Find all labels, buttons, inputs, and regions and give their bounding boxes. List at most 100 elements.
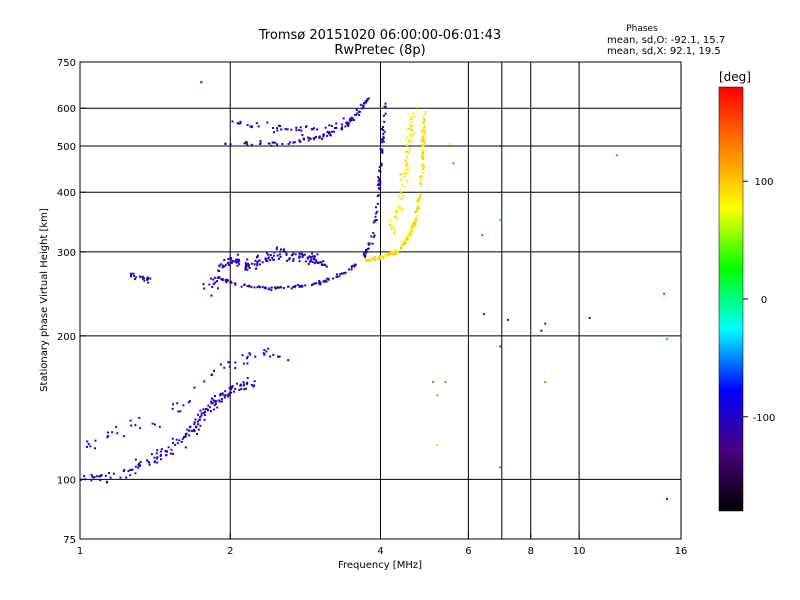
data-point (340, 123, 343, 126)
data-point (379, 148, 382, 150)
data-point (184, 435, 187, 438)
data-point (287, 143, 290, 145)
data-point (243, 383, 246, 386)
data-point (452, 162, 455, 165)
data-point (188, 429, 191, 432)
data-point (407, 166, 409, 169)
data-point (421, 168, 424, 171)
data-point (267, 288, 270, 291)
data-point (165, 450, 168, 453)
data-point (330, 125, 333, 127)
data-point (402, 243, 405, 246)
data-point (423, 138, 426, 141)
x-tick-label: 10 (573, 546, 586, 557)
data-point (282, 248, 285, 251)
data-point (400, 247, 403, 250)
data-point (130, 275, 132, 278)
data-point (367, 242, 370, 245)
data-point (211, 286, 214, 288)
data-point (259, 286, 261, 289)
data-point (171, 407, 174, 410)
data-point (187, 401, 190, 404)
data-point (359, 103, 362, 106)
data-point (246, 362, 249, 365)
data-point (156, 456, 159, 459)
data-point (424, 131, 427, 134)
data-point (396, 217, 399, 220)
data-point (231, 120, 234, 123)
data-point (298, 285, 301, 287)
data-point (417, 208, 420, 211)
data-point (290, 287, 293, 290)
data-point (215, 402, 217, 405)
data-point (410, 235, 413, 237)
data-point (268, 287, 271, 290)
data-point (242, 384, 245, 387)
y-axis-ticks: 75 100 200 300 400 500 600 750 (57, 58, 86, 546)
data-point (244, 268, 247, 271)
data-point (386, 255, 389, 258)
data-point (412, 112, 415, 115)
data-point (306, 256, 309, 259)
data-point (370, 258, 373, 261)
data-point (483, 313, 486, 316)
data-point (335, 122, 338, 125)
data-point (393, 230, 396, 233)
data-point (275, 287, 278, 290)
data-point (261, 285, 264, 288)
data-point (284, 251, 287, 254)
data-point (400, 197, 403, 200)
data-point (414, 220, 417, 223)
data-point (371, 257, 374, 260)
x-tick-label: 1 (77, 546, 83, 557)
data-point (499, 345, 502, 348)
data-point (224, 263, 227, 266)
data-point (122, 435, 125, 438)
data-point (313, 258, 316, 261)
data-point (365, 251, 368, 254)
data-point (398, 195, 401, 198)
data-point (233, 260, 236, 263)
data-point (194, 418, 197, 421)
data-point (279, 285, 282, 288)
data-point (330, 130, 333, 133)
data-point (378, 184, 381, 187)
data-point (221, 392, 224, 395)
data-point (408, 148, 411, 151)
data-point (356, 112, 359, 115)
data-point (282, 287, 285, 289)
data-point (350, 266, 353, 269)
data-point (316, 262, 319, 264)
data-point (409, 118, 412, 120)
data-point (250, 286, 253, 289)
data-point (400, 173, 403, 176)
data-point (374, 259, 376, 262)
data-point (87, 443, 90, 446)
data-point (248, 284, 251, 287)
data-point (156, 449, 159, 452)
data-point (234, 387, 237, 390)
data-point (290, 254, 293, 257)
data-point (506, 318, 509, 321)
data-point (320, 261, 323, 264)
data-point (615, 154, 618, 157)
data-point (375, 258, 378, 261)
data-point (314, 135, 317, 138)
data-point (225, 278, 228, 281)
data-point (377, 187, 380, 190)
data-point (189, 425, 192, 428)
data-point (269, 259, 272, 262)
data-point (134, 472, 137, 475)
data-point (135, 276, 138, 279)
data-point (290, 128, 293, 131)
data-point (279, 255, 282, 258)
data-point (420, 179, 423, 182)
data-point (207, 404, 210, 407)
data-point (318, 261, 320, 264)
data-point (280, 248, 282, 251)
data-point (106, 481, 109, 484)
data-point (416, 205, 419, 208)
data-point (217, 287, 219, 290)
data-point (254, 267, 257, 270)
data-point (160, 453, 162, 456)
